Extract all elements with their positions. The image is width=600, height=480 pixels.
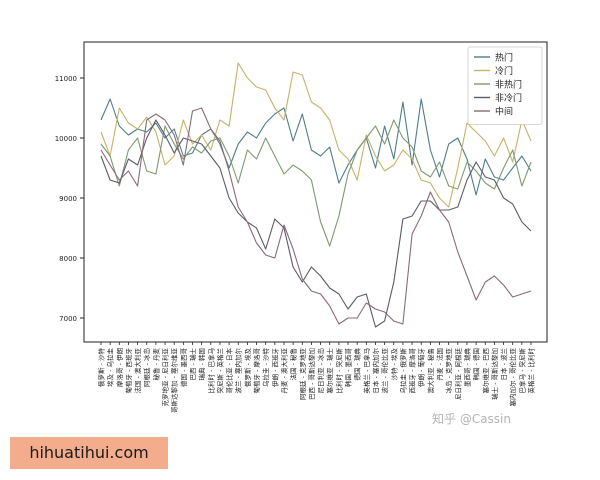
x-tick-label: 哥斯达黎加 - 塞尔维亚	[170, 348, 179, 413]
x-tick-label: 阿根廷 - 冰岛	[142, 348, 151, 387]
x-tick-label: 波兰 - 哥伦比亚	[380, 348, 389, 394]
x-tick-label: 巴西 - 哥斯达黎加	[307, 348, 316, 400]
x-tick-label: 葡萄牙 - 摩洛哥	[252, 348, 261, 394]
x-tick-label: 瑞士 - 哥斯达黎加	[490, 348, 499, 400]
x-tick-label: 日本 - 塞内加尔	[371, 348, 380, 394]
legend-label: 中间	[495, 106, 513, 118]
x-tick-label: 西班牙 - 摩洛哥	[408, 348, 417, 394]
x-tick-label: 乌拉圭 - 俄罗斯	[398, 348, 407, 394]
x-tick-label: 丹麦 - 法国	[435, 348, 444, 380]
x-tick-label: 塞尔维亚 - 巴西	[481, 348, 490, 394]
x-tick-label: 冰岛 - 克罗地亚	[444, 348, 453, 394]
x-tick-label: 埃及 - 乌拉圭	[106, 348, 115, 387]
x-tick-label: 法国 - 秘鲁	[289, 348, 298, 380]
x-tick-label: 克罗地亚 - 尼日利亚	[161, 348, 170, 407]
watermark: 知乎 @Cassin	[432, 412, 511, 426]
x-tick-label: 俄罗斯 - 沙特	[97, 348, 106, 387]
x-tick-label: 塞内加尔 - 哥伦比亚	[508, 348, 517, 407]
x-tick-label: 瑞典 - 韩国	[197, 348, 206, 380]
legend-label: 非冷门	[495, 92, 522, 104]
y-tick-label: 10000	[55, 135, 77, 143]
x-tick-label: 巴西 - 瑞士	[188, 348, 197, 381]
x-tick-label: 摩洛哥 - 伊朗	[115, 348, 124, 387]
site-banner[interactable]: hihuatihui.com	[10, 437, 168, 469]
x-tick-label: 突尼斯 - 英格兰	[215, 348, 224, 394]
y-tick-label: 7000	[59, 315, 77, 323]
x-tick-label: 丹麦 - 澳大利亚	[279, 348, 288, 394]
x-tick-label: 法国 - 澳大利亚	[133, 348, 142, 394]
y-tick-label: 11000	[55, 75, 77, 83]
x-tick-label: 韩国 - 德国	[472, 348, 481, 380]
x-tick-label: 塞尔维亚 - 瑞士	[325, 348, 334, 394]
x-tick-label: 伊朗 - 西班牙	[270, 348, 279, 387]
series-line-3	[100, 119, 532, 247]
x-tick-label: 伊朗 - 葡萄牙	[417, 348, 426, 387]
y-tick-label: 9000	[59, 195, 77, 203]
x-tick-label: 英格兰 - 比利时	[527, 348, 536, 394]
legend-label: 非热门	[495, 79, 522, 91]
x-tick-label: 阿根廷 - 克罗地亚	[298, 348, 307, 400]
x-tick-label: 哥伦比亚 - 日本	[225, 348, 234, 394]
x-tick-label: 德国 - 瑞典	[353, 348, 362, 381]
y-tick-label: 8000	[59, 255, 77, 263]
x-tick-label: 巴拿马 - 突尼斯	[517, 348, 526, 394]
x-tick-label: 比利时 - 巴拿马	[206, 348, 215, 393]
x-tick-label: 比利时 - 突尼斯	[334, 348, 343, 394]
series-line-4	[100, 119, 532, 328]
x-axis: 俄罗斯 - 沙特 埃及 - 乌拉圭 摩洛哥 - 伊朗 葡萄牙 - 西班牙 法国 - 澳大…	[97, 342, 536, 413]
legend-label: 冷门	[495, 65, 513, 77]
x-tick-label: 韩国 - 墨西哥	[344, 348, 353, 387]
x-tick-label: 秘鲁 - 丹麦	[151, 348, 160, 381]
x-tick-label: 澳大利亚 - 秘鲁	[426, 348, 435, 393]
y-axis: 7000 8000 9000 10000 11000	[55, 75, 84, 323]
x-tick-label: 日本 - 波兰	[499, 348, 508, 381]
x-tick-label: 沙特 - 埃及	[389, 348, 398, 381]
x-tick-label: 俄罗斯 - 埃及	[243, 348, 252, 387]
x-tick-label: 墨西哥 - 瑞典	[462, 348, 471, 387]
x-tick-label: 葡萄牙 - 西班牙	[124, 348, 133, 394]
x-tick-label: 波兰 - 塞内加尔	[234, 348, 243, 394]
x-tick-label: 乌拉圭 - 沙特	[261, 348, 270, 387]
series-line-5	[100, 107, 532, 325]
x-tick-label: 尼日利亚 - 冰岛	[316, 348, 325, 393]
legend-box	[467, 46, 543, 125]
x-tick-label: 英格兰 - 巴拿马	[362, 348, 371, 393]
series-line-2	[100, 62, 532, 208]
legend-label: 热门	[495, 52, 513, 64]
x-tick-label: 尼日利亚 - 阿根廷	[453, 348, 462, 400]
series-layer	[100, 62, 532, 328]
x-tick-label: 德国 - 墨西哥	[179, 348, 188, 387]
series-line-1	[100, 98, 532, 196]
